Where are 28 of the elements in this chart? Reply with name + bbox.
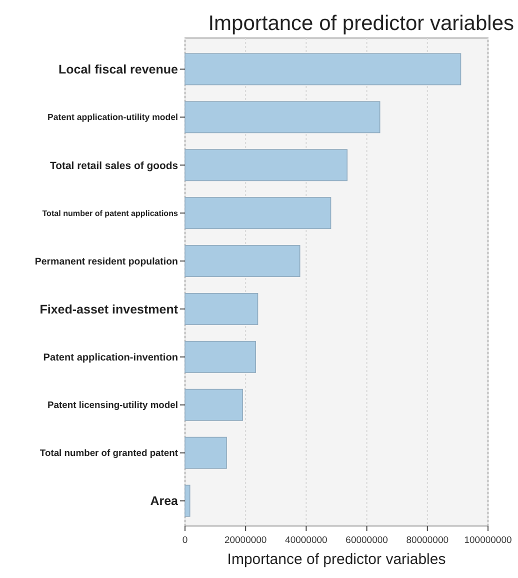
bar — [184, 53, 462, 86]
bar — [184, 340, 256, 373]
y-tick-label: Patent licensing-utility model — [48, 399, 178, 410]
bar — [184, 388, 243, 421]
bar — [184, 436, 227, 469]
x-tick-label: 0 — [182, 535, 188, 546]
y-tick-label: Permanent resident population — [34, 256, 178, 268]
x-tick-label: 60000000 — [346, 535, 388, 546]
bar — [184, 484, 190, 517]
x-tick-label: 80000000 — [406, 535, 449, 546]
x-tick-label: 100000000 — [464, 535, 512, 546]
y-tick-label: Total number of granted patent — [40, 447, 179, 458]
chart-title: Importance of predictor variables — [208, 12, 514, 35]
y-tick-label: Area — [150, 494, 180, 508]
y-tick-label: Fixed-asset investment — [40, 302, 179, 316]
x-tick-label: 40000000 — [285, 535, 328, 546]
y-tick-label: Patent application-invention — [43, 352, 178, 364]
bar — [184, 292, 258, 325]
y-tick-label: Patent application-utility model — [48, 112, 178, 122]
y-tick-label: Local fiscal revenue — [58, 62, 178, 77]
y-tick-label: Total number of patent applications — [42, 208, 179, 218]
y-tick-label: Total retail sales of goods — [50, 160, 178, 172]
bar — [184, 101, 380, 134]
bar — [184, 149, 348, 182]
x-axis-title: Importance of predictor variables — [227, 551, 446, 568]
bar — [184, 197, 332, 230]
x-tick-label: 20000000 — [224, 535, 267, 546]
bar — [184, 245, 300, 278]
